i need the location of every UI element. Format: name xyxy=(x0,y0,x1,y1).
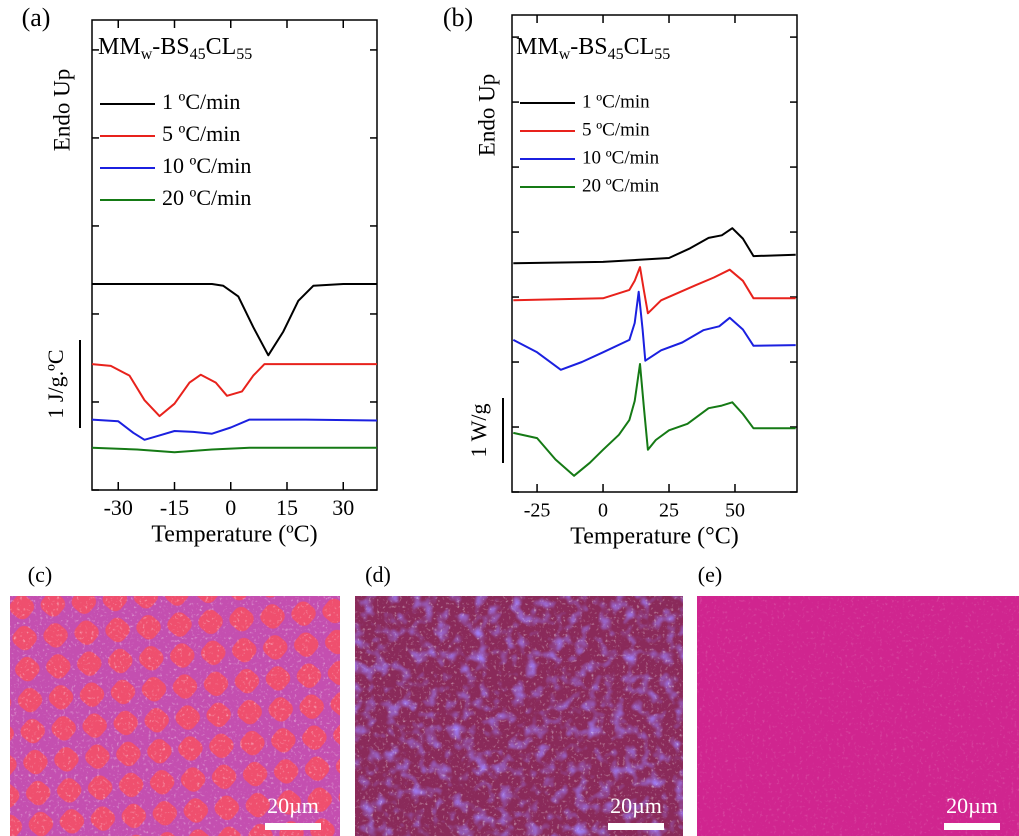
legend-label: 1 ºC/min xyxy=(162,89,240,114)
title-part: MM xyxy=(516,34,559,60)
panel-label: (b) xyxy=(443,3,473,32)
series-line xyxy=(91,418,378,441)
x-axis-label: Temperature (°C) xyxy=(570,524,739,550)
title-part: -BS xyxy=(570,34,607,60)
x-tick-label: 0 xyxy=(598,500,608,522)
legend-label: 1 ºC/min xyxy=(582,91,650,112)
legend-label: 10 ºC/min xyxy=(582,147,660,168)
legend-label: 20 ºC/min xyxy=(162,185,251,210)
micrograph: (e) 20µm xyxy=(697,562,1019,836)
scale-bar xyxy=(608,823,664,830)
x-tick-label: 25 xyxy=(659,500,679,522)
x-tick-label: 30 xyxy=(332,495,354,520)
chart-title: MMw-BS45CL55 xyxy=(516,34,670,63)
plot-frame xyxy=(511,14,798,493)
series-line xyxy=(513,363,796,477)
micrograph: (c) 20µm xyxy=(10,562,340,836)
panel-label: (e) xyxy=(698,562,722,587)
series-line xyxy=(513,266,796,315)
legend-label: 20 ºC/min xyxy=(582,175,660,196)
series-line xyxy=(91,446,377,454)
panel-label: (d) xyxy=(365,562,391,587)
micrograph-noise xyxy=(10,596,340,836)
panel-label: (a) xyxy=(22,3,51,32)
scale-bar xyxy=(944,823,1000,830)
title-part: MM xyxy=(98,34,141,60)
title-part: CL xyxy=(206,34,237,60)
y-axis-label: Endo Up xyxy=(49,69,74,151)
chart-title: MMw-BS45CL55 xyxy=(98,34,252,63)
series-line xyxy=(512,290,796,371)
scale-bar xyxy=(265,823,321,830)
y-axis-label: Endo Up xyxy=(474,74,499,156)
micrograph: (d) 20µm xyxy=(355,562,683,836)
x-tick-label: 15 xyxy=(276,495,298,520)
title-part: 45 xyxy=(608,46,624,63)
scale-bar-label: 20µm xyxy=(946,793,998,818)
scale-bar-label: 20µm xyxy=(610,793,662,818)
series-line xyxy=(513,227,796,265)
x-tick-label: -15 xyxy=(160,495,189,520)
plot-frame xyxy=(91,19,378,491)
micrograph-noise xyxy=(697,596,1019,836)
title-part: 45 xyxy=(190,46,206,63)
x-tick-label: 0 xyxy=(225,495,236,520)
scale-bar-label: 1 J/g.ºC xyxy=(43,349,68,418)
x-tick-label: 50 xyxy=(725,500,745,522)
series-line xyxy=(91,363,377,418)
chart-panel: (a) MMw-BS45CL55 -30 -15 0 15 30 Temperature (º… xyxy=(22,3,378,548)
title-part: 55 xyxy=(236,46,252,63)
panel-label: (c) xyxy=(28,562,52,587)
title-part: 55 xyxy=(654,46,670,63)
scale-bar-label: 1 W/g xyxy=(466,404,491,458)
micrograph-noise xyxy=(355,596,683,836)
legend-label: 10 ºC/min xyxy=(162,153,251,178)
x-tick-label: -30 xyxy=(104,495,133,520)
title-part: w xyxy=(141,46,153,63)
x-tick-label: -25 xyxy=(524,500,551,522)
x-axis-label: Temperature (ºC) xyxy=(151,522,317,548)
legend-label: 5 ºC/min xyxy=(162,121,240,146)
legend-label: 5 ºC/min xyxy=(582,119,650,140)
title-part: w xyxy=(559,46,571,63)
series-line xyxy=(92,283,377,357)
scale-bar-label: 20µm xyxy=(267,793,319,818)
title-part: CL xyxy=(624,34,655,60)
title-part: -BS xyxy=(152,34,189,60)
